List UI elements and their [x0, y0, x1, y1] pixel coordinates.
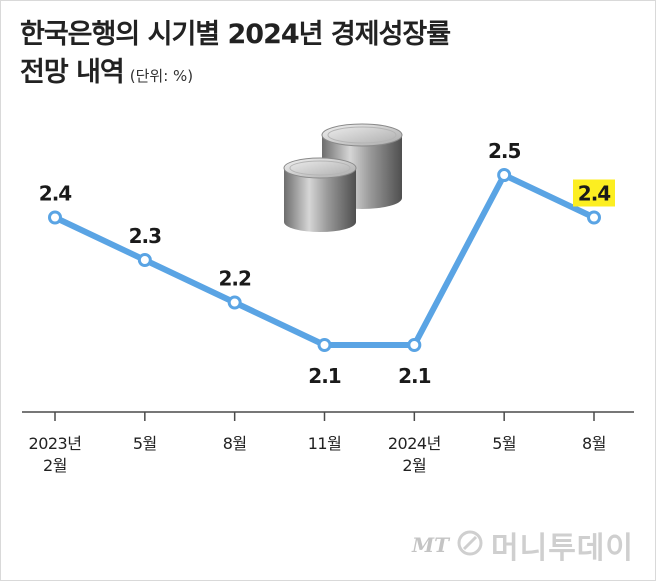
- data-label: 2.4: [578, 182, 611, 206]
- data-points: [48, 168, 601, 352]
- unit-label: (단위: %): [129, 67, 194, 85]
- highlight-box: [573, 179, 615, 207]
- data-point: [227, 295, 242, 310]
- title-line-1: 한국은행의 시기별 2024년 경제성장률: [20, 19, 451, 50]
- data-label: 2.1: [308, 364, 341, 388]
- data-label: 2.5: [488, 139, 521, 163]
- x-tick-label: 5월: [492, 434, 516, 453]
- data-point: [137, 253, 152, 267]
- data-point: [587, 210, 601, 225]
- watermark-logo-icon: [457, 530, 483, 560]
- data-label: 2.3: [129, 224, 162, 248]
- watermark: MT 머니투데이: [412, 523, 634, 567]
- data-point: [497, 168, 512, 182]
- x-tick-label: 2024년: [388, 434, 441, 453]
- x-axis: 2023년 2월 5월 8월 11월 2024년 2월 5월 8월: [22, 411, 634, 475]
- x-tick-label: 8월: [223, 434, 247, 453]
- data-label: 2.2: [218, 267, 251, 291]
- data-labels: 2.4 2.3 2.2 2.1 2.1 2.5 2.4: [39, 139, 615, 388]
- x-tick-label: 11월: [308, 434, 342, 453]
- chart-title: 한국은행의 시기별 2024년 경제성장률 전망 내역 (단위: %): [20, 16, 451, 95]
- title-line-2: 전망 내역: [20, 57, 125, 88]
- x-tick-label: 5월: [133, 434, 157, 453]
- data-label: 2.1: [398, 364, 431, 388]
- coin-stack-icon: [283, 123, 403, 232]
- watermark-name: 머니투데이: [491, 531, 634, 566]
- x-tick-label: 2월: [43, 456, 67, 475]
- x-tick-label: 2월: [402, 456, 426, 475]
- data-point: [407, 338, 422, 352]
- data-point: [317, 338, 332, 352]
- x-tick-label: 2023년: [29, 434, 82, 453]
- x-tick-label: 8월: [582, 434, 606, 453]
- data-label: 2.4: [39, 182, 72, 206]
- data-point: [48, 210, 62, 225]
- watermark-mt: MT: [411, 533, 449, 557]
- title-line-2-wrap: 전망 내역 (단위: %): [20, 54, 450, 95]
